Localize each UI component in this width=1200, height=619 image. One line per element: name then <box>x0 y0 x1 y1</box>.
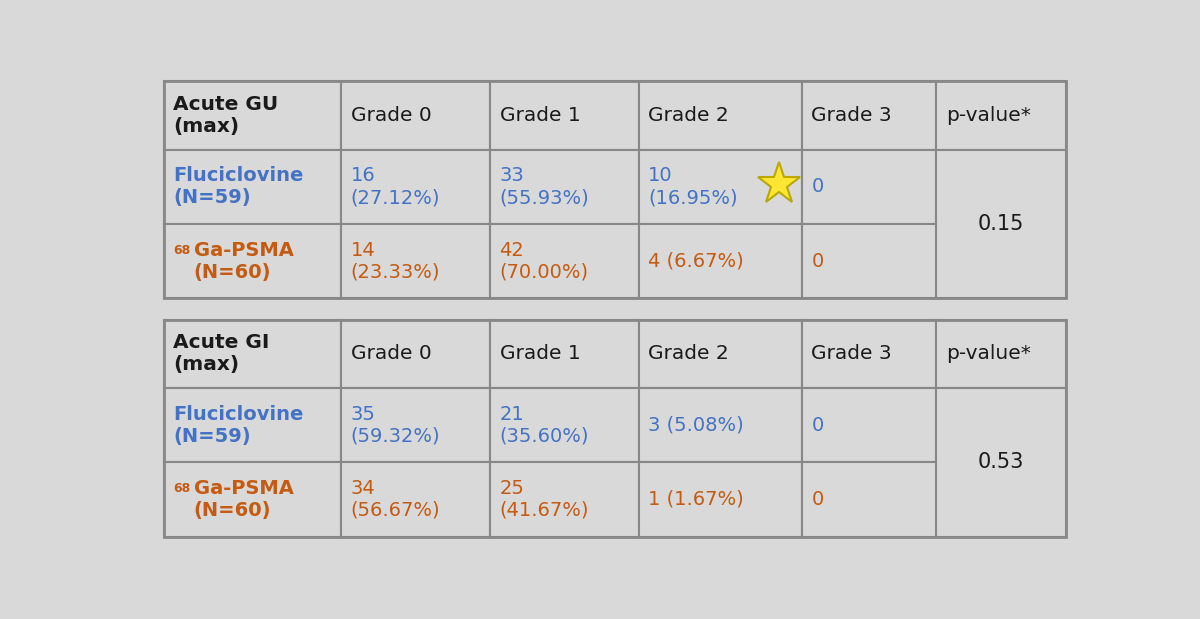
Bar <box>638 388 802 462</box>
Bar <box>164 150 342 224</box>
Text: 34
(56.67%): 34 (56.67%) <box>350 479 440 520</box>
Text: 0.53: 0.53 <box>978 452 1025 472</box>
Bar <box>802 320 936 388</box>
Text: 68: 68 <box>173 243 191 256</box>
Bar <box>164 320 342 388</box>
Bar <box>491 82 638 150</box>
Text: 14
(23.33%): 14 (23.33%) <box>350 241 440 282</box>
Bar <box>638 150 802 224</box>
Bar <box>638 82 802 150</box>
Text: 10
(16.95%): 10 (16.95%) <box>648 167 738 207</box>
Text: Ga-PSMA
(N=60): Ga-PSMA (N=60) <box>193 479 294 520</box>
Bar <box>936 82 1066 150</box>
Text: Grade 1: Grade 1 <box>499 344 581 363</box>
Text: 42
(70.00%): 42 (70.00%) <box>499 241 589 282</box>
Bar <box>936 388 1066 537</box>
Bar <box>164 82 1066 298</box>
Text: 0: 0 <box>811 490 823 509</box>
Text: Grade 3: Grade 3 <box>811 106 892 125</box>
Text: Grade 0: Grade 0 <box>350 344 432 363</box>
Text: 1 (1.67%): 1 (1.67%) <box>648 490 744 509</box>
Text: 68: 68 <box>173 482 191 495</box>
Bar <box>638 224 802 298</box>
Bar <box>164 462 342 537</box>
Bar <box>342 388 491 462</box>
Text: Fluciclovine
(N=59): Fluciclovine (N=59) <box>173 405 304 446</box>
Text: Grade 0: Grade 0 <box>350 106 432 125</box>
Text: 3 (5.08%): 3 (5.08%) <box>648 416 744 435</box>
Text: Acute GU
(max): Acute GU (max) <box>173 95 278 136</box>
Text: p-value*: p-value* <box>946 344 1031 363</box>
Bar <box>802 462 936 537</box>
Text: 0: 0 <box>811 178 823 196</box>
Bar <box>342 462 491 537</box>
Bar <box>802 388 936 462</box>
Bar <box>342 320 491 388</box>
Bar <box>491 224 638 298</box>
Bar <box>491 462 638 537</box>
Text: 16
(27.12%): 16 (27.12%) <box>350 167 440 207</box>
Bar <box>802 224 936 298</box>
Text: Grade 2: Grade 2 <box>648 106 730 125</box>
Bar <box>936 320 1066 388</box>
Bar <box>491 150 638 224</box>
Text: p-value*: p-value* <box>946 106 1031 125</box>
Bar <box>491 388 638 462</box>
Text: 25
(41.67%): 25 (41.67%) <box>499 479 589 520</box>
Bar <box>342 82 491 150</box>
Bar <box>164 224 342 298</box>
Bar <box>638 462 802 537</box>
Text: 33
(55.93%): 33 (55.93%) <box>499 167 589 207</box>
Text: 0: 0 <box>811 252 823 271</box>
Bar <box>164 320 1066 537</box>
Bar <box>802 82 936 150</box>
Text: Ga-PSMA
(N=60): Ga-PSMA (N=60) <box>193 241 294 282</box>
Bar <box>164 82 342 150</box>
Text: 4 (6.67%): 4 (6.67%) <box>648 252 744 271</box>
Text: Grade 1: Grade 1 <box>499 106 581 125</box>
Text: Grade 3: Grade 3 <box>811 344 892 363</box>
Bar <box>164 388 342 462</box>
Text: Fluciclovine
(N=59): Fluciclovine (N=59) <box>173 167 304 207</box>
Bar <box>342 224 491 298</box>
Bar <box>342 150 491 224</box>
Text: 35
(59.32%): 35 (59.32%) <box>350 405 440 446</box>
Bar <box>638 320 802 388</box>
Bar <box>491 320 638 388</box>
Text: 21
(35.60%): 21 (35.60%) <box>499 405 589 446</box>
Text: Acute GI
(max): Acute GI (max) <box>173 334 270 374</box>
Text: 0: 0 <box>811 416 823 435</box>
Text: Grade 2: Grade 2 <box>648 344 730 363</box>
Bar <box>936 150 1066 298</box>
Text: 0.15: 0.15 <box>978 214 1025 234</box>
Bar <box>802 150 936 224</box>
